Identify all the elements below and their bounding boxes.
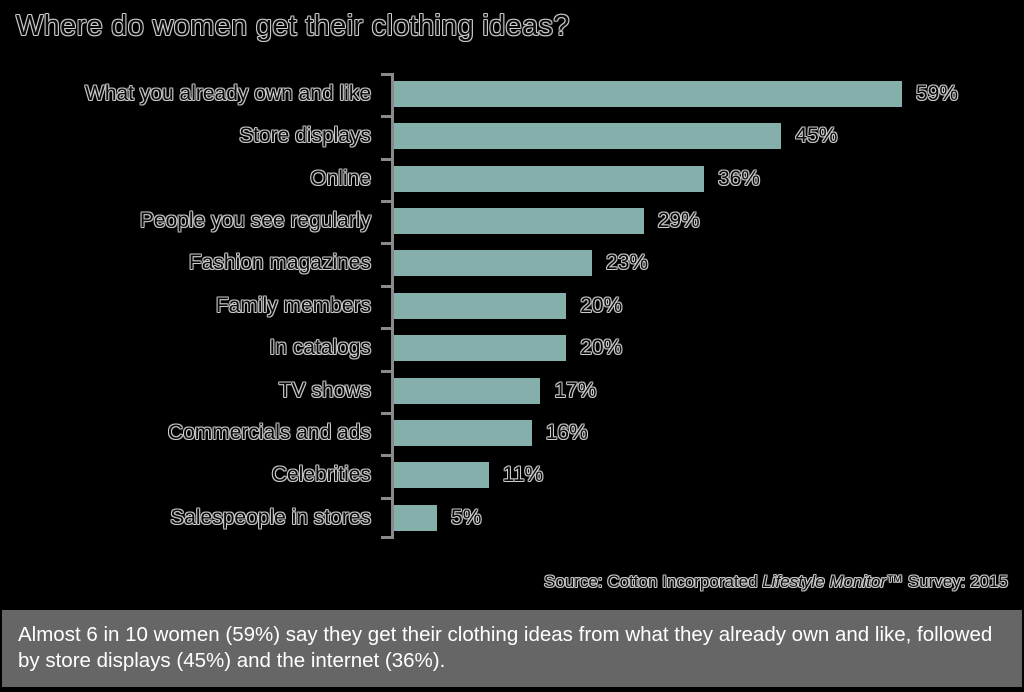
- bar-row: What you already own and like 59%: [0, 73, 1024, 115]
- value-label: 45%: [795, 124, 838, 148]
- bar: [394, 81, 902, 107]
- value-label: 59%: [916, 82, 959, 105]
- y-axis-line: [391, 73, 394, 539]
- value-label: 20%: [580, 293, 623, 317]
- value-label: 17%: [554, 378, 597, 402]
- chart-title: Where do women get their clothing ideas?: [16, 10, 570, 42]
- value-label: 29%: [657, 209, 700, 233]
- source-prefix: Source: Cotton Incorporated: [544, 572, 763, 591]
- bar-row: Salespeople in stores 5%: [0, 497, 1024, 539]
- summary-panel: Almost 6 in 10 women (59%) say they get …: [2, 610, 1022, 687]
- axis-tick: [381, 497, 393, 500]
- bar-row: Store displays 45%: [0, 115, 1024, 157]
- bar-row: Family members 20%: [0, 285, 1024, 327]
- bar-row: TV shows 17%: [0, 370, 1024, 412]
- value-label: 11%: [502, 463, 544, 487]
- bar: [394, 504, 438, 531]
- axis-tick: [381, 454, 393, 457]
- bar-row: Commercials and ads 16%: [0, 412, 1024, 454]
- category-label: Commercials and ads: [167, 420, 371, 444]
- value-label: 36%: [717, 166, 760, 190]
- axis-tick: [381, 370, 393, 373]
- bar-row: People you see regularly 29%: [0, 200, 1024, 242]
- category-label: Online: [310, 166, 371, 190]
- source-publication: Lifestyle Monitor: [762, 572, 887, 591]
- axis-tick: [381, 327, 393, 330]
- bar: [394, 292, 567, 319]
- bar: [394, 250, 593, 277]
- axis-tick: [381, 412, 393, 415]
- bar-chart: What you already own and like 59% Store di…: [0, 73, 1024, 539]
- bar: [394, 462, 489, 489]
- category-label: Salespeople in stores: [170, 505, 371, 529]
- bar: [394, 335, 567, 362]
- source-note: Source: Cotton Incorporated Lifestyle Mo…: [544, 572, 1008, 592]
- axis-tick: [381, 158, 393, 161]
- source-suffix: ™ Survey: 2015: [886, 572, 1008, 591]
- category-label: Store displays: [239, 124, 371, 148]
- axis-tick: [381, 536, 393, 539]
- bar: [394, 419, 532, 446]
- bar-row: Fashion magazines 23%: [0, 242, 1024, 284]
- axis-tick: [381, 200, 393, 203]
- category-label: What you already own and like: [85, 82, 371, 105]
- category-label: In catalogs: [269, 336, 371, 360]
- axis-tick: [381, 242, 393, 245]
- bar: [394, 165, 704, 192]
- value-label: 23%: [606, 251, 649, 275]
- bar-row: Online 36%: [0, 158, 1024, 200]
- bar-row: Celebrities 11%: [0, 454, 1024, 496]
- bar: [394, 208, 644, 235]
- category-label: Fashion magazines: [188, 251, 371, 275]
- axis-tick: [381, 73, 393, 76]
- category-label: TV shows: [278, 378, 371, 402]
- axis-tick: [381, 285, 393, 288]
- bar: [394, 377, 541, 404]
- bar: [394, 123, 782, 150]
- value-label: 16%: [545, 420, 588, 444]
- value-label: 5%: [451, 505, 482, 529]
- summary-text: Almost 6 in 10 women (59%) say they get …: [18, 623, 993, 672]
- value-label: 20%: [580, 336, 623, 360]
- axis-tick: [381, 115, 393, 118]
- category-label: Celebrities: [271, 463, 371, 487]
- category-label: People you see regularly: [139, 209, 371, 233]
- bar-row: In catalogs 20%: [0, 327, 1024, 369]
- category-label: Family members: [215, 293, 371, 317]
